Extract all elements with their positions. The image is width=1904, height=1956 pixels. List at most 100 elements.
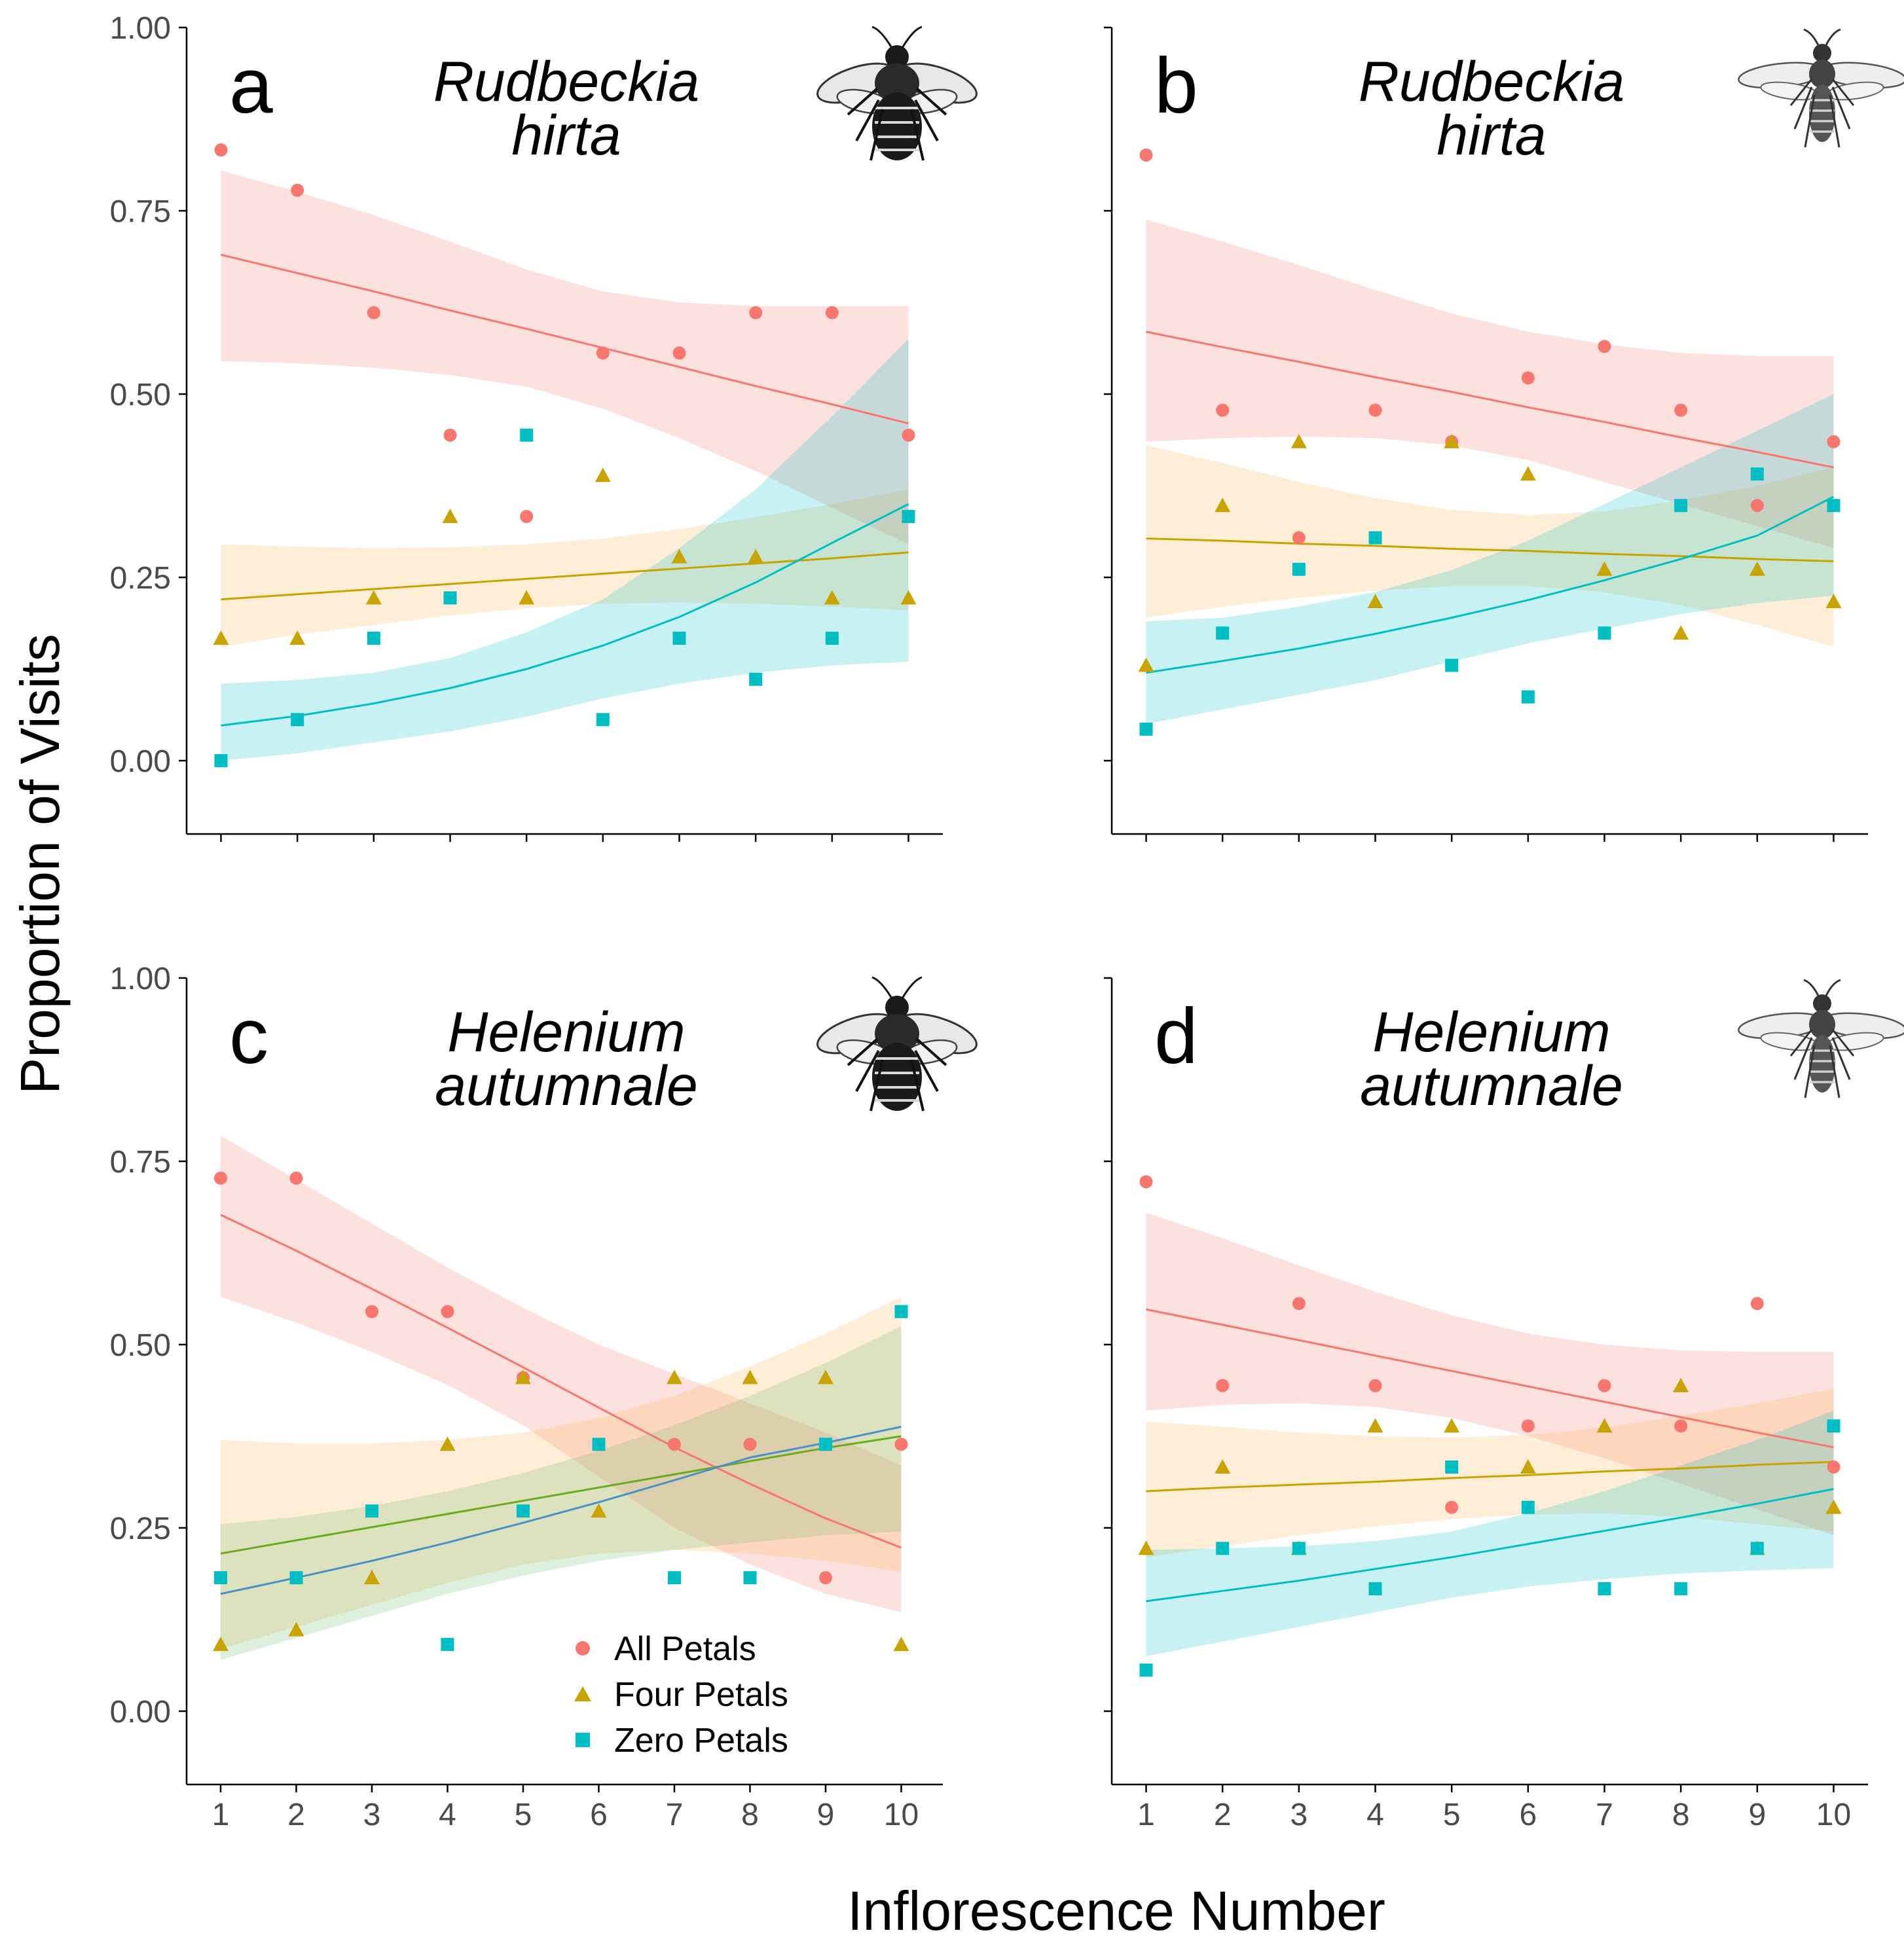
fit-line-all-petals (221, 253, 909, 425)
point-all-petals (214, 143, 228, 157)
point-four-petals (900, 590, 917, 605)
point-zero-petals (1827, 1419, 1840, 1433)
ci-band-zero-petals (220, 1326, 902, 1660)
y-tick-label: 0.00 (110, 1695, 171, 1730)
point-four-petals (1138, 657, 1154, 672)
point-four-petals (1215, 498, 1231, 513)
panel-title-line: Rudbeckia (1359, 50, 1624, 113)
point-four-petals (439, 1436, 456, 1451)
point-zero-petals (825, 631, 839, 645)
bee-leg (1793, 86, 1813, 130)
bee-leg (914, 100, 939, 141)
point-all-petals (1598, 1379, 1611, 1392)
bee-leg (1831, 79, 1855, 106)
point-four-petals (893, 1637, 909, 1652)
point-all-petals (213, 1171, 227, 1185)
point-zero-petals (516, 1504, 530, 1518)
panel-c: 0.00 0.25 0.50 0.75 1.00 1 2 3 4 5 6 7 8 9 10 c Helenium… (110, 962, 978, 1832)
bee-leg (1804, 1045, 1816, 1098)
fit-line-zero-petals (1146, 1488, 1834, 1603)
point-zero-petals (1216, 1542, 1230, 1555)
bee-head (1813, 994, 1831, 1013)
point-all-petals (818, 1571, 832, 1585)
point-all-petals (596, 346, 610, 360)
point-four-petals (595, 467, 611, 482)
honey-bee-illustration (1738, 979, 1904, 1098)
ci-band-four-petals (1146, 1388, 1834, 1557)
x-tick-label: 7 (1596, 1798, 1613, 1832)
x-tick-label: 9 (817, 1798, 835, 1832)
bee-leg (910, 1059, 925, 1112)
point-four-petals (1215, 1459, 1231, 1474)
x-tick-label: 6 (590, 1798, 608, 1832)
point-four-petals (666, 1369, 682, 1385)
point-four-petals (748, 549, 764, 564)
point-all-petals (672, 346, 686, 360)
point-four-petals (442, 509, 458, 524)
point-four-petals (671, 549, 687, 564)
fit-line-zero-petals (1146, 496, 1835, 674)
fit-line-four-petals (1146, 1460, 1834, 1493)
legend-label-zero-petals: Zero Petals (614, 1722, 788, 1760)
point-zero-petals (291, 713, 304, 727)
bee-head (1813, 44, 1831, 62)
ci-band-zero-petals (1146, 1410, 1834, 1656)
ci-band-all-petals (221, 170, 909, 545)
point-zero-petals (441, 1638, 454, 1652)
x-tick-label: 4 (439, 1798, 456, 1832)
ci-band-four-petals (221, 489, 909, 647)
point-four-petals (1520, 466, 1536, 481)
ci-band-all-petals (220, 1135, 902, 1612)
legend-triangle-marker (574, 1686, 591, 1701)
bee-leg (1789, 1029, 1813, 1057)
point-all-petals (367, 306, 380, 319)
point-zero-petals (1827, 499, 1840, 513)
point-zero-petals (1139, 722, 1153, 736)
fit-line-all-petals (1146, 331, 1834, 469)
point-zero-petals (520, 428, 534, 442)
point-zero-petals (667, 1571, 681, 1585)
point-zero-petals (1292, 562, 1306, 576)
point-all-petals (1216, 403, 1230, 417)
x-tick-label: 10 (884, 1798, 919, 1832)
bee-leg (1804, 94, 1816, 148)
point-four-petals (1444, 433, 1460, 448)
point-all-petals (743, 1438, 757, 1451)
point-all-petals (441, 1305, 454, 1318)
point-zero-petals (749, 672, 763, 686)
point-zero-petals (1216, 626, 1230, 640)
fit-line-all-petals (220, 1214, 902, 1549)
point-four-petals (519, 590, 535, 605)
point-all-petals (1139, 1175, 1153, 1189)
x-tick-label: 1 (212, 1798, 230, 1832)
bee-head (885, 45, 909, 69)
point-four-petals (365, 590, 382, 605)
fit-line-zero-petals (220, 1425, 902, 1595)
point-all-petals (667, 1438, 681, 1451)
fit-line-all-petals (1146, 1308, 1834, 1449)
ci-band-all-petals (1146, 219, 1834, 549)
y-axis-title: Proportion of Visits (9, 634, 71, 1094)
point-zero-petals (1750, 467, 1764, 481)
x-tick-label: 5 (1443, 1798, 1461, 1832)
bee-leg (914, 1050, 939, 1092)
bee-leg (915, 87, 947, 116)
panel-title-line: hirta (511, 104, 621, 167)
bee-leg (847, 87, 879, 116)
point-zero-petals (894, 1305, 908, 1318)
y-tick-label: 0.25 (110, 561, 171, 596)
bee-leg (855, 100, 880, 141)
point-zero-petals (214, 754, 228, 767)
fit-line-four-petals (220, 1435, 902, 1555)
bee-thorax (875, 1014, 919, 1053)
bee-leg (1831, 1037, 1851, 1080)
fit-line-zero-petals (221, 503, 909, 727)
panel-title-line: autumnale (435, 1055, 698, 1117)
point-all-petals (1598, 340, 1611, 353)
bee-antennae (871, 976, 923, 999)
ci-band-zero-petals (221, 339, 909, 761)
bee-leg (847, 1038, 879, 1066)
